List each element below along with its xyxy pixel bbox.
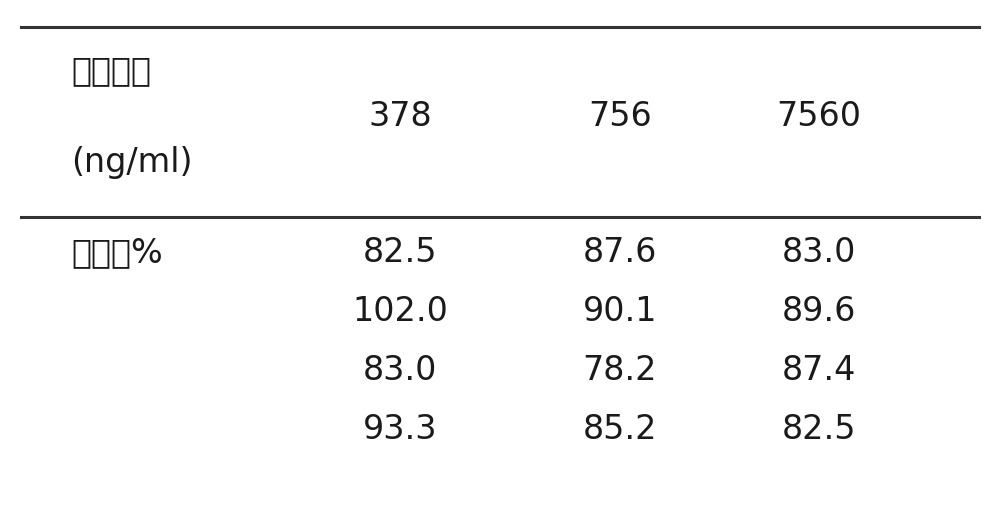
Text: 78.2: 78.2 [582,354,657,387]
Text: 回收率%: 回收率% [71,236,163,269]
Text: 378: 378 [368,100,432,133]
Text: (ng/ml): (ng/ml) [71,146,193,179]
Text: 102.0: 102.0 [352,295,448,328]
Text: 82.5: 82.5 [782,413,856,445]
Text: 加入浓度: 加入浓度 [71,54,151,87]
Text: 93.3: 93.3 [363,413,438,445]
Text: 7560: 7560 [777,100,862,133]
Text: 89.6: 89.6 [782,295,856,328]
Text: 756: 756 [588,100,652,133]
Text: 90.1: 90.1 [582,295,657,328]
Text: 87.4: 87.4 [782,354,856,387]
Text: 83.0: 83.0 [782,236,856,269]
Text: 85.2: 85.2 [582,413,657,445]
Text: 82.5: 82.5 [363,236,438,269]
Text: 87.6: 87.6 [582,236,657,269]
Text: 83.0: 83.0 [363,354,437,387]
